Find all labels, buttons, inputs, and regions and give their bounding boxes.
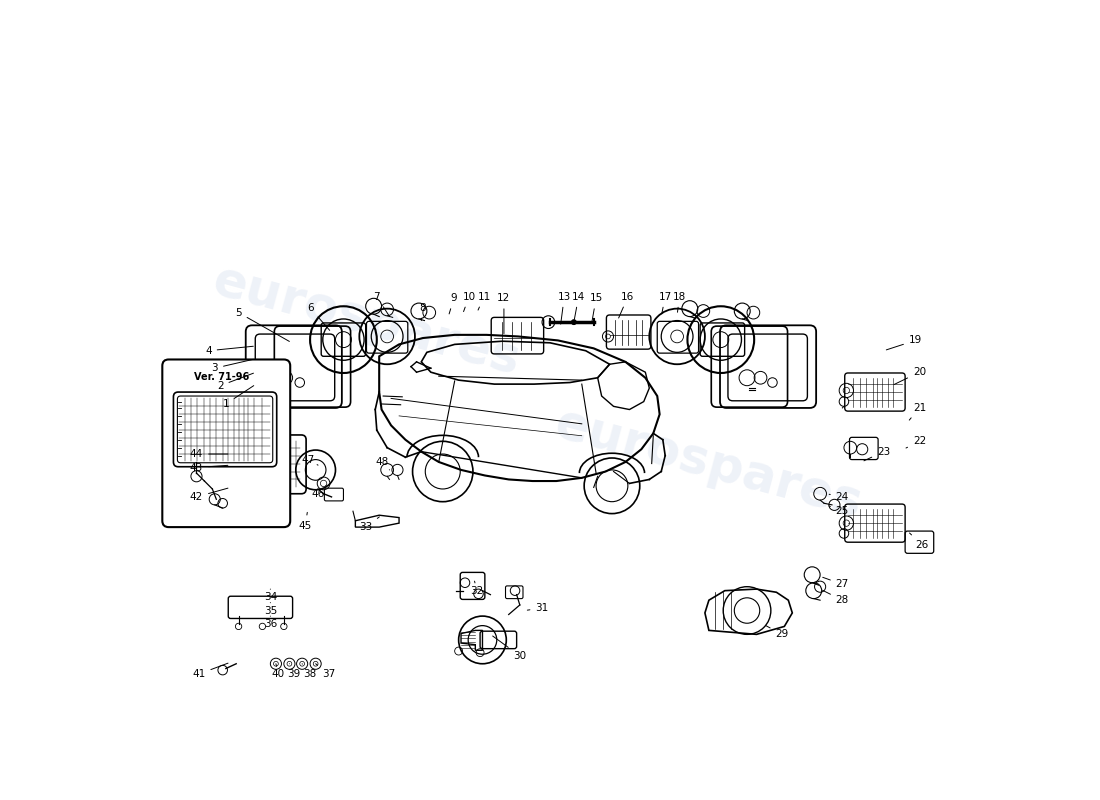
Text: 19: 19 (887, 335, 922, 350)
Text: 41: 41 (192, 663, 228, 679)
Text: eurospares: eurospares (550, 399, 868, 528)
Text: 35: 35 (264, 602, 277, 615)
Text: 2: 2 (217, 373, 253, 390)
Text: 15: 15 (590, 294, 603, 322)
Text: 8: 8 (419, 303, 426, 321)
Text: 14: 14 (572, 292, 585, 319)
Text: 29: 29 (766, 626, 789, 639)
Text: 44: 44 (190, 449, 228, 459)
Text: 10: 10 (462, 292, 475, 311)
Text: 9: 9 (449, 294, 458, 314)
Text: 1: 1 (222, 386, 254, 409)
Text: 39: 39 (287, 664, 300, 679)
Text: 33: 33 (359, 517, 380, 532)
Text: 16: 16 (618, 292, 635, 318)
Text: 28: 28 (823, 590, 849, 605)
Text: 38: 38 (302, 664, 317, 679)
Text: 32: 32 (471, 581, 484, 596)
Text: 30: 30 (493, 636, 527, 661)
Text: 47: 47 (301, 454, 318, 465)
Text: 27: 27 (823, 578, 849, 590)
Text: 34: 34 (264, 589, 277, 602)
Text: 21: 21 (910, 403, 926, 420)
Text: 11: 11 (477, 292, 491, 310)
Text: 36: 36 (264, 616, 277, 629)
Text: 45: 45 (299, 512, 312, 530)
Text: 3: 3 (211, 359, 253, 374)
Text: 25: 25 (829, 506, 849, 516)
FancyBboxPatch shape (163, 359, 290, 527)
Text: 22: 22 (906, 436, 926, 448)
Circle shape (572, 320, 576, 325)
Text: 20: 20 (894, 367, 926, 385)
Text: Ver. 71-96: Ver. 71-96 (194, 372, 250, 382)
Text: 26: 26 (910, 533, 928, 550)
Text: 43: 43 (190, 462, 228, 473)
Text: 23: 23 (864, 446, 890, 461)
Text: 18: 18 (673, 292, 686, 312)
Text: 7: 7 (374, 292, 389, 317)
Text: 5: 5 (235, 308, 289, 342)
Text: 42: 42 (190, 488, 228, 502)
Text: 17: 17 (659, 292, 672, 314)
Text: 24: 24 (829, 492, 849, 502)
Text: 48: 48 (375, 457, 389, 470)
Text: 13: 13 (558, 292, 571, 324)
Text: 46: 46 (311, 486, 326, 498)
Text: eurospares: eurospares (208, 257, 526, 385)
Text: 37: 37 (316, 664, 336, 679)
Text: 6: 6 (307, 303, 330, 330)
Text: 4: 4 (205, 346, 253, 356)
Text: 12: 12 (497, 294, 510, 334)
Text: 40: 40 (272, 664, 285, 679)
Text: 31: 31 (527, 603, 549, 613)
